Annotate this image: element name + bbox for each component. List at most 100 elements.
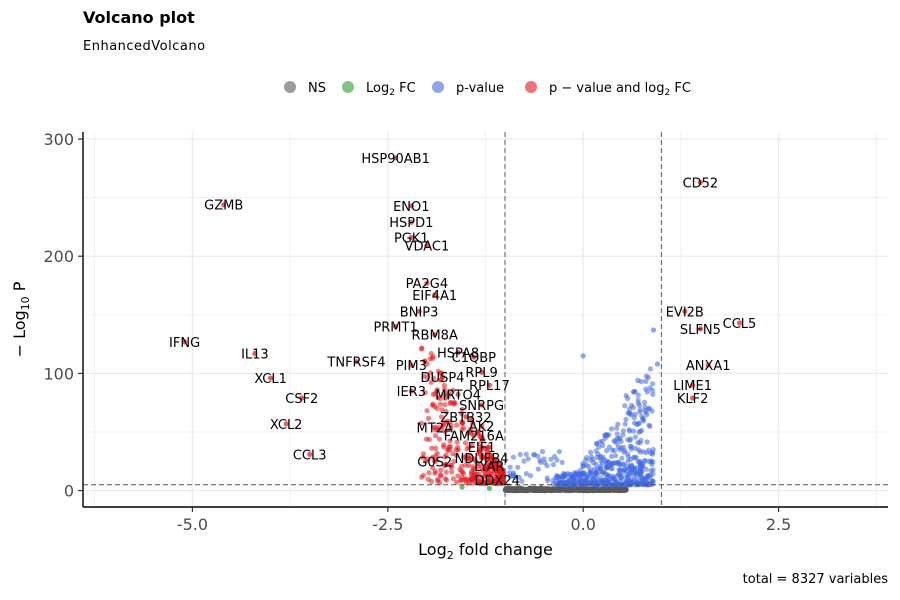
data-point <box>547 487 553 493</box>
data-point <box>458 477 464 483</box>
data-point <box>650 381 656 387</box>
data-point <box>455 473 461 479</box>
y-axis-title: − Log10 P <box>10 281 32 357</box>
data-point <box>441 382 447 388</box>
x-tick-label: 0.0 <box>570 515 595 534</box>
data-point <box>483 472 489 478</box>
data-point <box>615 421 621 427</box>
data-point <box>450 476 456 482</box>
data-point <box>475 464 481 470</box>
data-point <box>471 456 478 462</box>
data-point <box>420 451 427 457</box>
x-axis-title: Log2 fold change <box>418 540 553 562</box>
data-point <box>631 454 637 460</box>
data-point <box>604 458 610 464</box>
data-point <box>627 428 633 434</box>
data-point <box>299 395 305 401</box>
legend-swatch <box>342 81 354 93</box>
data-point <box>440 423 446 429</box>
data-point <box>470 466 477 472</box>
data-point <box>602 435 608 441</box>
data-point <box>462 462 469 468</box>
data-point <box>611 438 617 444</box>
data-point <box>437 401 444 407</box>
data-point <box>418 420 425 426</box>
data-point <box>625 481 631 487</box>
data-point <box>485 444 492 450</box>
data-point <box>439 407 445 413</box>
data-point <box>620 468 627 474</box>
data-point <box>418 346 425 352</box>
data-point <box>631 465 637 471</box>
data-point <box>622 421 628 427</box>
data-point <box>630 428 637 434</box>
data-point <box>635 397 641 403</box>
data-point <box>433 445 439 451</box>
data-point <box>594 440 600 446</box>
data-point <box>422 390 428 396</box>
data-point <box>440 391 447 397</box>
data-point <box>442 386 448 392</box>
point-label: PGK1 <box>394 232 429 247</box>
data-point <box>550 481 556 487</box>
data-point <box>473 480 479 486</box>
data-point <box>537 457 543 463</box>
data-point <box>429 445 435 451</box>
data-point <box>447 444 453 450</box>
data-point <box>583 457 589 463</box>
data-point <box>634 477 640 483</box>
data-point <box>528 473 534 479</box>
data-point <box>690 382 696 388</box>
point-label: MT2A <box>417 421 453 436</box>
data-point <box>221 202 227 208</box>
data-point <box>629 402 635 408</box>
data-point <box>615 486 622 492</box>
data-point <box>408 388 414 394</box>
data-point <box>454 422 460 428</box>
point-label: TNFRSF4 <box>326 356 385 371</box>
data-point <box>608 426 615 432</box>
data-point <box>479 369 485 375</box>
data-point <box>576 470 583 477</box>
data-point <box>416 308 422 314</box>
data-point <box>567 481 574 488</box>
data-point <box>443 462 449 468</box>
data-point <box>425 415 432 421</box>
data-point <box>565 486 571 492</box>
data-point <box>451 458 457 465</box>
legend-entry: p − value and log2 FC <box>525 81 691 98</box>
data-point <box>441 442 447 448</box>
data-point <box>654 361 661 367</box>
cutoff-lines <box>83 132 888 507</box>
point-label: C1QBP <box>452 351 496 366</box>
data-point <box>435 394 441 400</box>
data-point <box>517 451 523 458</box>
data-point <box>736 320 743 326</box>
point-label: XCL1 <box>254 372 287 387</box>
data-point <box>515 464 521 470</box>
data-point <box>252 350 258 357</box>
point-label: EIF1 <box>468 441 496 456</box>
data-point <box>508 487 514 493</box>
data-point <box>426 470 432 476</box>
data-point <box>268 375 274 381</box>
data-point <box>588 449 594 455</box>
point-label: EVI2B <box>666 305 704 320</box>
legend-swatch <box>284 81 296 93</box>
data-point <box>552 453 558 460</box>
data-point <box>556 449 563 455</box>
data-point <box>443 469 449 475</box>
data-point <box>479 455 485 461</box>
data-point <box>623 416 629 422</box>
data-point <box>283 421 289 427</box>
data-point <box>555 486 562 492</box>
x-tick-label: -2.5 <box>372 515 403 534</box>
chart-legend: NS Log2 FC p-value p − value and log2 FC <box>284 81 691 98</box>
data-point <box>619 455 625 461</box>
data-point <box>544 463 550 469</box>
data-point <box>548 456 554 462</box>
data-point <box>459 411 465 417</box>
data-point <box>486 382 492 388</box>
data-point <box>622 403 628 409</box>
point-label: HSP90AB1 <box>361 152 430 167</box>
